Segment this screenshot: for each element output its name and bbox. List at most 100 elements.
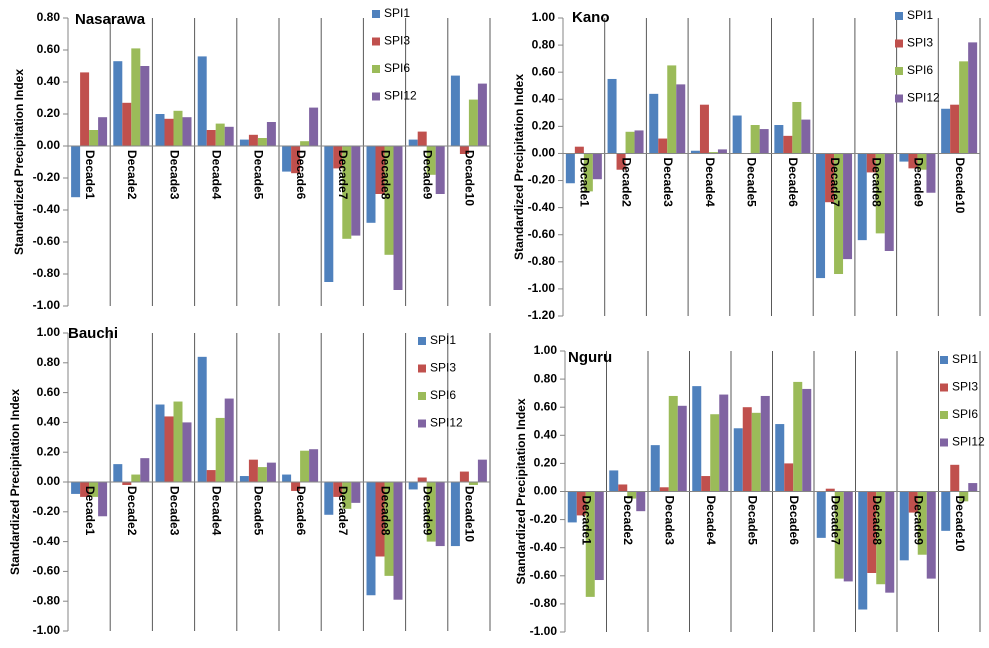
bar bbox=[783, 135, 793, 154]
bar bbox=[917, 153, 927, 170]
x-tick-label: Decade10 bbox=[953, 496, 967, 552]
y-tick-label: 0.60 bbox=[532, 64, 556, 78]
y-tick-label: -1.00 bbox=[528, 281, 556, 295]
x-tick-label: Decade1 bbox=[578, 157, 592, 207]
y-tick-label: 1.00 bbox=[532, 10, 556, 24]
bar bbox=[351, 482, 361, 503]
bar bbox=[257, 138, 267, 146]
bar bbox=[324, 482, 334, 515]
bar bbox=[751, 412, 761, 492]
legend-label: SPI1 bbox=[384, 6, 410, 20]
bar bbox=[155, 114, 165, 146]
legend-label: SPI3 bbox=[907, 36, 933, 50]
bar bbox=[926, 491, 936, 579]
bar bbox=[351, 146, 361, 236]
bar bbox=[968, 42, 978, 154]
y-tick-label: -1.00 bbox=[530, 624, 558, 638]
bar bbox=[197, 56, 207, 146]
bar bbox=[667, 65, 677, 154]
bar bbox=[802, 388, 812, 492]
bar bbox=[71, 482, 81, 494]
y-axis-label: Standardized Precipitation Index bbox=[8, 389, 22, 575]
x-tick-label: Decade4 bbox=[704, 496, 718, 546]
legend-swatch bbox=[895, 12, 903, 20]
x-tick-label: Decade4 bbox=[703, 157, 717, 207]
bar bbox=[875, 153, 885, 234]
bar bbox=[173, 401, 183, 482]
y-tick-label: 0.00 bbox=[532, 146, 556, 160]
y-tick-label: -0.60 bbox=[528, 227, 556, 241]
y-tick-label: 0.20 bbox=[532, 119, 556, 133]
bar bbox=[173, 110, 183, 146]
bar bbox=[876, 491, 886, 585]
bar bbox=[266, 462, 276, 482]
legend-label: SPI6 bbox=[430, 388, 456, 402]
bar bbox=[224, 398, 234, 482]
y-tick-label: -1.00 bbox=[33, 298, 61, 312]
bar bbox=[342, 146, 352, 239]
bar bbox=[750, 125, 760, 154]
y-tick-label: 0.00 bbox=[534, 484, 558, 498]
x-tick-label: Decade2 bbox=[125, 150, 139, 200]
y-tick-label: 0.60 bbox=[37, 42, 61, 56]
bar bbox=[760, 395, 770, 492]
bar bbox=[594, 491, 604, 581]
x-tick-label: Decade1 bbox=[83, 486, 97, 536]
bar bbox=[459, 146, 469, 154]
y-tick-label: -0.40 bbox=[33, 202, 61, 216]
legend-label: SPI12 bbox=[952, 435, 985, 449]
bar bbox=[941, 491, 951, 531]
x-tick-label: Decade10 bbox=[463, 486, 477, 542]
legend-swatch bbox=[372, 37, 380, 46]
bar bbox=[291, 482, 301, 491]
bar bbox=[375, 146, 385, 194]
legend-swatch bbox=[418, 364, 426, 373]
y-tick-label: 0.40 bbox=[37, 74, 61, 88]
x-tick-label: Decade9 bbox=[911, 157, 925, 207]
y-tick-label: -0.60 bbox=[33, 234, 61, 248]
bar bbox=[742, 407, 752, 492]
bar bbox=[690, 150, 700, 154]
bar bbox=[825, 153, 835, 203]
bar bbox=[80, 72, 90, 146]
x-tick-label: Decade7 bbox=[336, 150, 350, 200]
y-tick-label: 0.00 bbox=[37, 474, 61, 488]
legend-swatch bbox=[372, 92, 380, 101]
bar bbox=[71, 146, 81, 198]
bar bbox=[908, 153, 918, 169]
bar bbox=[206, 470, 216, 482]
bar bbox=[324, 146, 334, 282]
x-tick-label: Decade9 bbox=[421, 150, 435, 200]
y-tick-label: -0.40 bbox=[530, 540, 558, 554]
bar bbox=[131, 48, 141, 146]
bar bbox=[733, 428, 743, 492]
bar bbox=[885, 491, 895, 593]
x-tick-label: Decade7 bbox=[829, 496, 843, 546]
bar bbox=[692, 386, 702, 492]
x-tick-label: Decade6 bbox=[786, 157, 800, 207]
y-tick-label: -0.20 bbox=[530, 512, 558, 526]
bar bbox=[834, 153, 844, 275]
bar bbox=[239, 476, 249, 482]
bar bbox=[959, 61, 969, 154]
legend-label: SPI12 bbox=[384, 89, 417, 103]
bar bbox=[309, 107, 319, 146]
bar bbox=[583, 153, 593, 192]
bar bbox=[968, 483, 978, 492]
x-tick-label: Decade3 bbox=[661, 157, 675, 207]
x-tick-label: Decade7 bbox=[336, 486, 350, 536]
bar bbox=[717, 149, 727, 154]
bar bbox=[468, 99, 478, 146]
bar bbox=[164, 416, 174, 482]
x-tick-label: Decade2 bbox=[619, 157, 633, 207]
x-tick-label: Decade4 bbox=[210, 486, 224, 536]
chart-title: Kano bbox=[572, 9, 610, 26]
y-tick-label: -1.00 bbox=[33, 623, 61, 637]
bar bbox=[408, 482, 418, 490]
bar bbox=[426, 482, 436, 542]
legend-swatch bbox=[372, 65, 380, 73]
bar bbox=[309, 449, 319, 482]
bar bbox=[155, 404, 165, 482]
y-tick-label: -0.40 bbox=[33, 534, 61, 548]
